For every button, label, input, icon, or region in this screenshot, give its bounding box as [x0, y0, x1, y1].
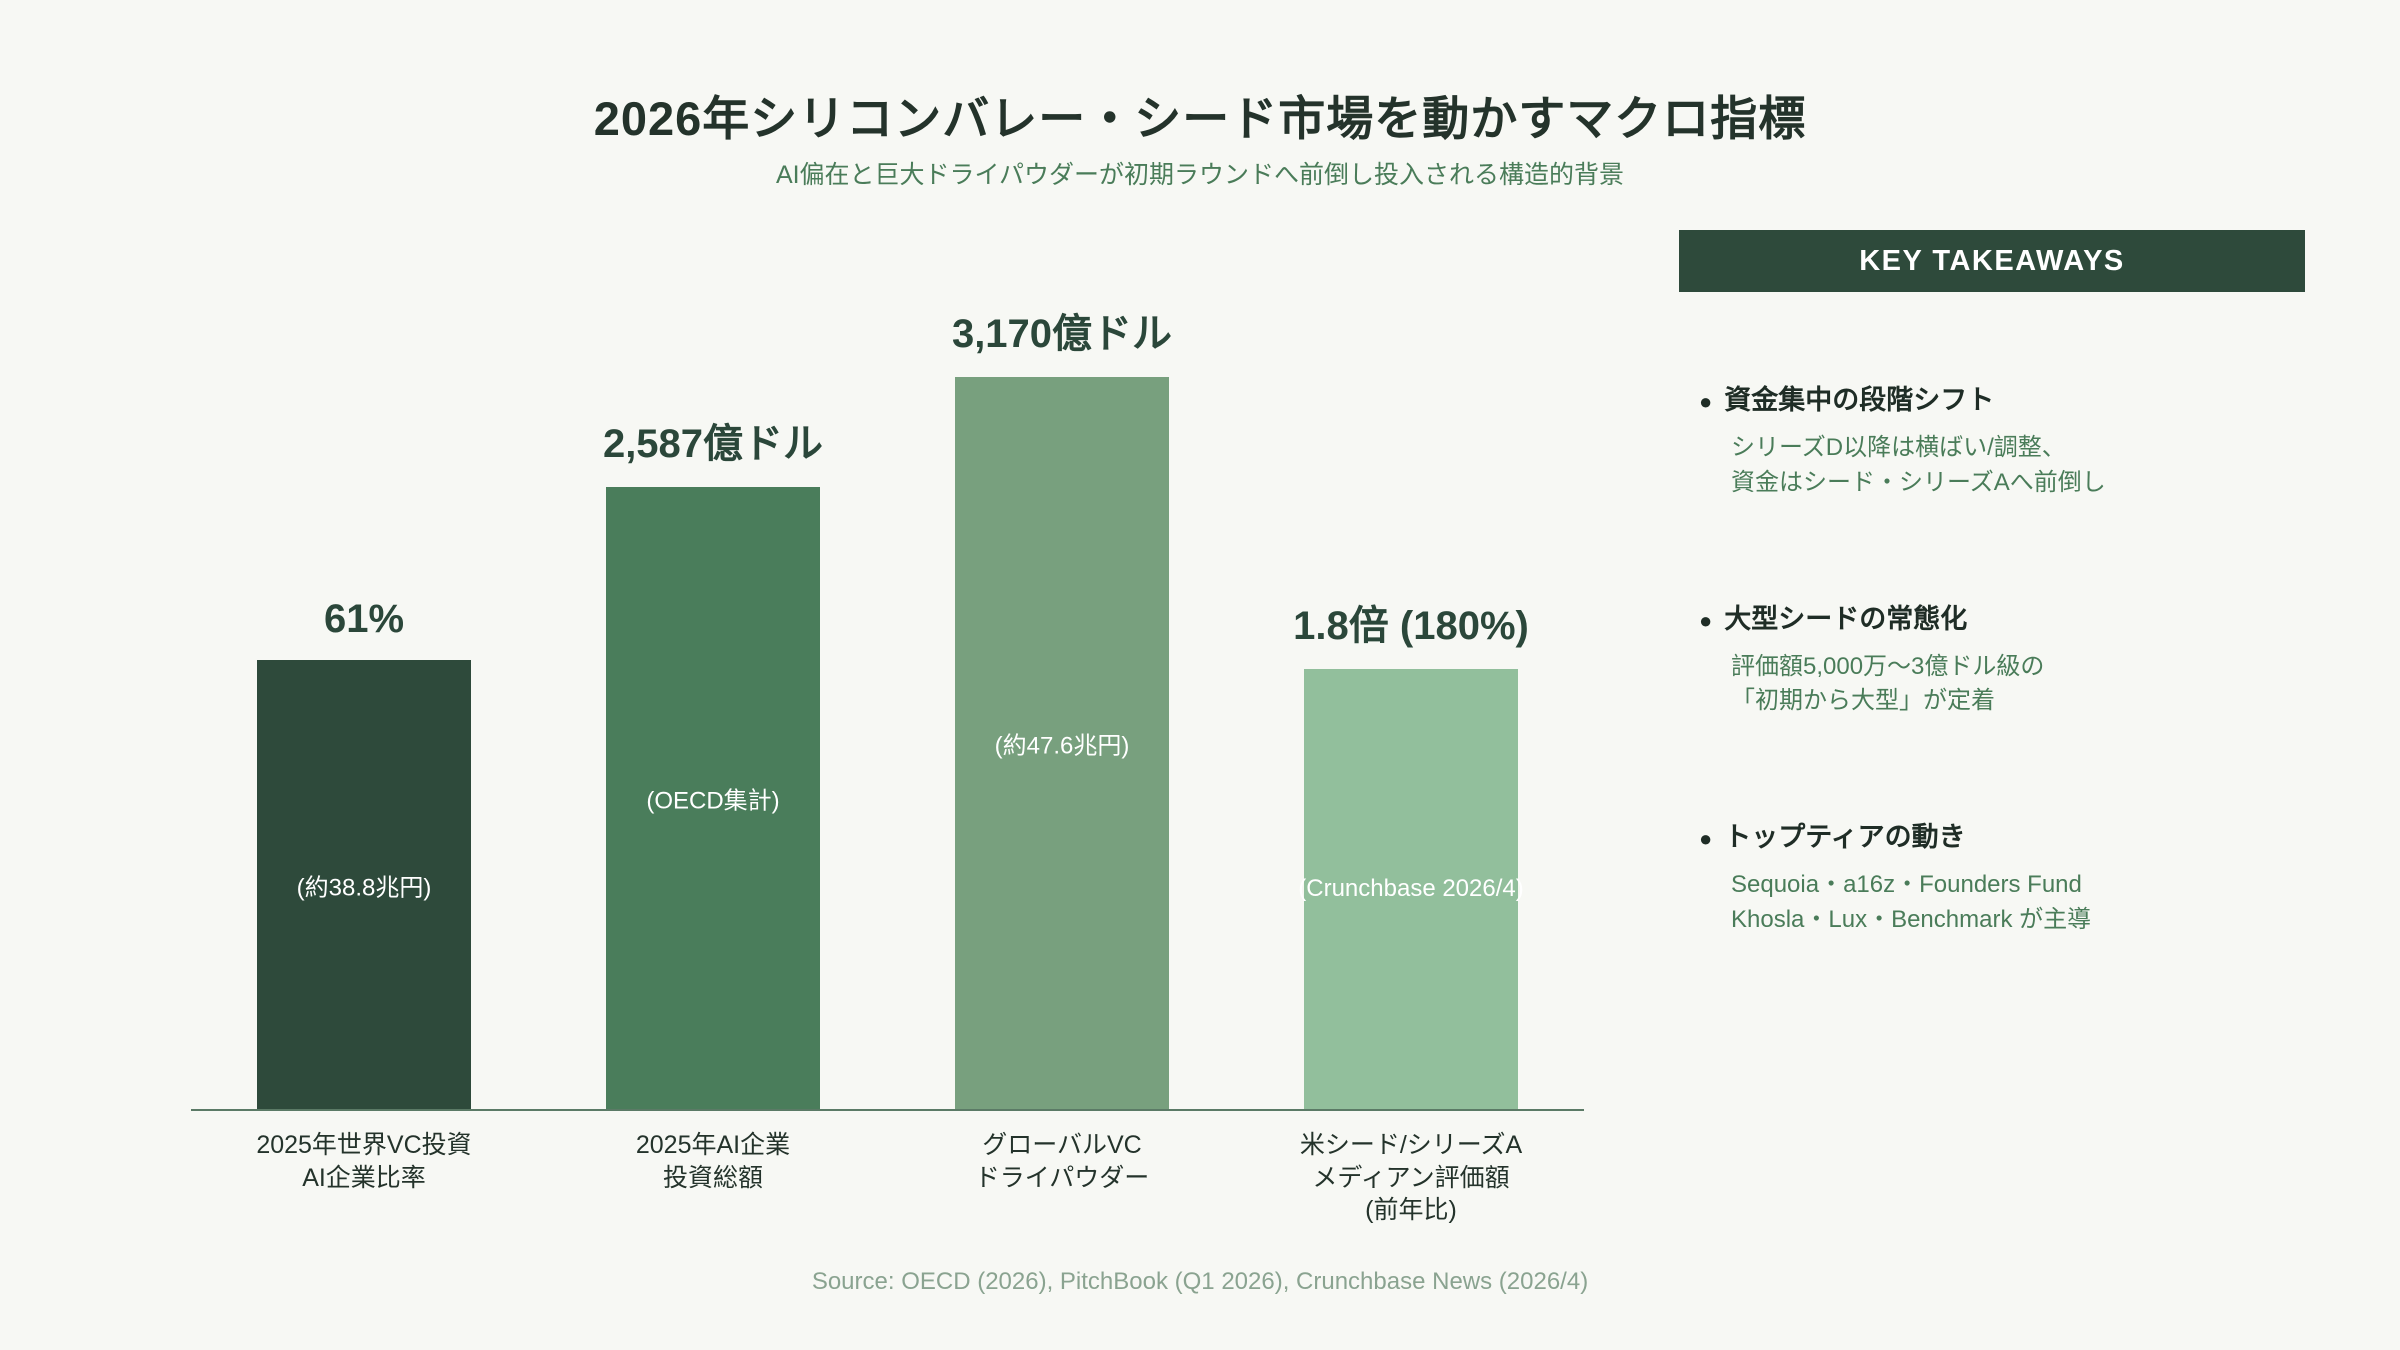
- takeaway-body: Sequoia・a16z・Founders Fund Khosla・Lux・Be…: [1731, 871, 2092, 933]
- bar-category-label: 2025年世界VC投資 AI企業比率: [256, 1131, 472, 1192]
- takeaway-title-text: 資金集中の段階シフト: [1724, 385, 1995, 415]
- bar-value-label: 2,587億ドル: [602, 422, 824, 466]
- takeaway-title-text: トップティアの動き: [1724, 822, 1966, 853]
- bar-inner-label: (約38.8兆円): [296, 874, 432, 901]
- bar-value-label: 61%: [323, 597, 405, 641]
- bar-inner-label: (約47.6兆円): [994, 732, 1130, 760]
- bar-category-label: 2025年AI企業 投資総額: [635, 1131, 791, 1192]
- source-note: Source: OECD (2026), PitchBook (Q1 2026)…: [811, 1268, 1589, 1295]
- bar-ai-investment-total: 2,587億ドル (OECD集計) 2025年AI企業 投資総額: [603, 422, 823, 1192]
- takeaway-title-text: 大型シードの常態化: [1724, 603, 1968, 634]
- takeaway-title: ● 大型シードの常態化: [1699, 597, 2349, 636]
- bar-seed-median-valuation: 1.8倍 (180%) (Crunchbase 2026/4) 米シード/シリー…: [1293, 604, 1529, 1224]
- bar-value-label: 1.8倍 (180%): [1293, 604, 1529, 648]
- takeaway-title: ● 資金集中の段階シフト: [1699, 378, 2349, 417]
- takeaway-item-mega-seed-normalization: ● 大型シードの常態化 評価額5,000万〜3億ドル級の 「初期から大型」が定着: [1699, 597, 2349, 720]
- bullet-icon: ●: [1699, 607, 1713, 633]
- bar-inner-label: (OECD集計): [646, 787, 780, 815]
- takeaway-body: 評価額5,000万〜3億ドル級の 「初期から大型」が定着: [1731, 652, 2045, 715]
- key-takeaways-list: ● 資金集中の段階シフト シリーズD以降は横ばい/調整、 資金はシード・シリーズ…: [1699, 378, 2349, 1034]
- takeaway-item-funding-stage-shift: ● 資金集中の段階シフト シリーズD以降は横ばい/調整、 資金はシード・シリーズ…: [1699, 378, 2349, 501]
- bar-inner-label: (Crunchbase 2026/4): [1298, 875, 1524, 902]
- bar-category-label: 米シード/シリーズA メディアン評価額 (前年比): [1299, 1131, 1523, 1224]
- takeaway-body: シリーズD以降は横ばい/調整、 資金はシード・シリーズAへ前倒し: [1731, 434, 2106, 496]
- bar-ai-share: 61% (約38.8兆円) 2025年世界VC投資 AI企業比率: [256, 597, 471, 1192]
- page-subtitle: AI偏在と巨大ドライパウダーが初期ラウンドへ前倒し投入される構造的背景: [775, 161, 1625, 189]
- bullet-icon: ●: [1699, 826, 1713, 852]
- bar-value-label: 3,170億ドル: [951, 312, 1173, 356]
- key-takeaways-header: KEY TAKEAWAYS: [1679, 230, 2305, 292]
- page-title: 2026年シリコンバレー・シード市場を動かすマクロ指標: [593, 92, 1807, 145]
- bar-category-label: グローバルVC ドライパウダー: [974, 1131, 1150, 1192]
- takeaway-title: ● トップティアの動き: [1699, 815, 2349, 854]
- x-axis-line: [191, 1109, 1584, 1111]
- takeaway-item-top-tier-moves: ● トップティアの動き Sequoia・a16z・Founders Fund K…: [1699, 815, 2349, 938]
- bullet-icon: ●: [1699, 389, 1713, 414]
- bar-dry-powder: 3,170億ドル (約47.6兆円) グローバルVC ドライパウダー: [952, 312, 1172, 1192]
